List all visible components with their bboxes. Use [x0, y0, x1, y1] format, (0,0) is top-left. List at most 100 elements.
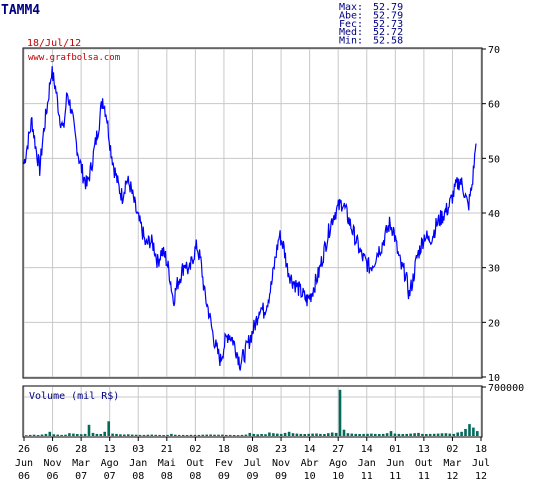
- x-tick-label: Jul: [243, 458, 261, 469]
- volume-bars: [25, 389, 479, 437]
- volume-bar: [319, 433, 322, 436]
- volume-bar: [162, 435, 165, 436]
- volume-bar: [279, 433, 283, 436]
- watermark: www.grafbolsa.com: [28, 53, 120, 63]
- stat-label: Min:: [339, 36, 363, 47]
- volume-bar: [381, 433, 385, 436]
- volume-bar: [76, 434, 79, 436]
- x-tick-label: Jan: [129, 458, 147, 469]
- x-tick-label: Mar: [72, 458, 90, 469]
- volume-bar: [264, 434, 267, 436]
- volume-bar: [158, 434, 161, 436]
- x-tick-label: Fev: [215, 458, 233, 469]
- volume-bar: [232, 435, 236, 436]
- x-tick-label: Out: [186, 458, 204, 469]
- volume-bar: [134, 434, 138, 436]
- x-tick-label: 08: [161, 471, 173, 482]
- volume-bar: [436, 433, 440, 436]
- y-tick-label: 20: [488, 318, 500, 329]
- x-tick-label: 01: [389, 444, 401, 455]
- volume-bar: [260, 434, 263, 436]
- stat-value: 52.72: [373, 27, 403, 38]
- stat-label: Max:: [339, 2, 363, 13]
- volume-bar: [452, 433, 456, 436]
- volume-bar: [36, 435, 40, 436]
- x-tick-label: 13: [104, 444, 116, 455]
- volume-bar: [378, 434, 381, 436]
- volume-bar: [425, 434, 428, 436]
- volume-bar: [323, 434, 326, 436]
- volume-bar: [432, 433, 436, 436]
- volume-bar: [413, 433, 416, 436]
- volume-bar: [358, 434, 361, 436]
- volume-bar: [103, 431, 106, 436]
- volume-bar: [181, 434, 185, 436]
- volume-bar: [95, 433, 99, 436]
- volume-bar: [52, 434, 56, 437]
- x-tick-label: Ago: [329, 458, 347, 469]
- volume-bar: [327, 433, 330, 436]
- volume-bar: [256, 434, 259, 437]
- volume-bar: [295, 433, 299, 436]
- x-tick-label: Jun: [15, 458, 33, 469]
- volume-bar: [209, 434, 212, 436]
- x-tick-label: 08: [246, 444, 258, 455]
- stat-value: 52.58: [373, 36, 403, 47]
- y-tick-label: 70: [488, 45, 500, 56]
- volume-bar: [366, 433, 369, 436]
- volume-bar: [170, 433, 173, 436]
- volume-bar: [240, 434, 244, 436]
- y-tick-label: 30: [488, 264, 500, 275]
- volume-bar: [440, 433, 444, 436]
- volume-bar: [287, 431, 291, 436]
- volume-bar: [56, 434, 59, 436]
- x-tick-label: Abr: [301, 458, 319, 469]
- volume-bar: [291, 433, 295, 436]
- volume-bar: [428, 433, 432, 436]
- volume-bar: [138, 434, 142, 436]
- x-tick-label: 21: [161, 444, 173, 455]
- volume-bar: [60, 434, 63, 436]
- volume-bar: [346, 433, 350, 436]
- x-tick-label: Jun: [386, 458, 404, 469]
- volume-bar: [185, 435, 189, 436]
- volume-bar: [111, 433, 114, 436]
- date-label: 18/Jul/12: [27, 38, 81, 49]
- volume-bar: [119, 434, 122, 437]
- x-tick-label: 07: [75, 471, 87, 482]
- volume-bar: [79, 434, 83, 436]
- y-tick-label: 40: [488, 209, 500, 220]
- x-tick-label: 02: [189, 444, 201, 455]
- volume-bar: [385, 433, 389, 436]
- volume-bar: [401, 434, 405, 436]
- x-tick-label: 14: [304, 444, 316, 455]
- volume-bar: [272, 433, 275, 436]
- volume-bar: [44, 433, 48, 436]
- x-tick-label: 09: [246, 471, 258, 482]
- x-tick-label: 07: [104, 471, 116, 482]
- volume-bar: [91, 432, 95, 436]
- volume-bar: [393, 433, 397, 436]
- x-axis: 26 Jun 06 06 Nov 06 28 Mar 07 13 Ago 07 03 Jan 08 21 Mai…: [15, 437, 490, 482]
- volume-bar: [397, 433, 401, 436]
- stat-label: Abe:: [339, 10, 363, 21]
- volume-bar: [193, 434, 197, 436]
- stat-label: Med:: [339, 27, 363, 38]
- x-tick-label: 11: [418, 471, 430, 482]
- x-tick-label: 06: [47, 444, 59, 455]
- volume-bar: [448, 433, 452, 436]
- x-tick-label: 13: [418, 444, 430, 455]
- volume-bar: [315, 433, 318, 436]
- volume-bar: [248, 432, 252, 436]
- x-tick-label: 08: [132, 471, 144, 482]
- x-tick-label: 18: [218, 444, 230, 455]
- stat-label: Fec:: [339, 19, 363, 30]
- volume-bar: [189, 434, 193, 436]
- x-tick-label: Nov: [272, 458, 290, 469]
- y-tick-label: 10: [488, 373, 500, 384]
- volume-bar: [370, 433, 373, 436]
- x-tick-label: 02: [446, 444, 458, 455]
- volume-bar: [330, 432, 334, 436]
